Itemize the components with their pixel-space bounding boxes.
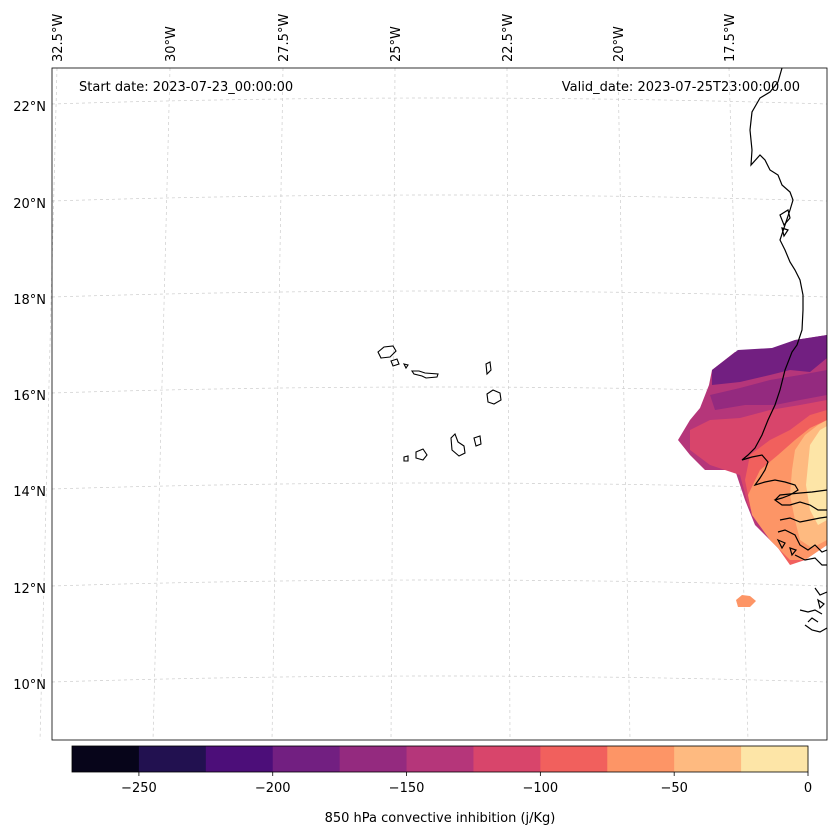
island-santa-luzia xyxy=(402,363,409,370)
longitude-label: 22.5°W xyxy=(501,14,516,62)
cin-region-pale xyxy=(806,426,827,525)
map-background xyxy=(52,68,827,740)
gambia-river xyxy=(774,489,828,501)
colorbar-cells xyxy=(72,746,809,772)
gridlines xyxy=(39,67,828,741)
colorbar-tick-label: −50 xyxy=(660,781,687,796)
latitude-label: 14°N xyxy=(13,485,46,500)
guinea-coast xyxy=(799,587,828,633)
latitude-label: 22°N xyxy=(13,100,46,115)
longitude-label: 30°W xyxy=(164,26,179,62)
colorbar-cell xyxy=(741,746,809,772)
parallel-line xyxy=(51,97,828,105)
colorbar-tick-label: −100 xyxy=(523,781,559,796)
latitude-label: 20°N xyxy=(13,197,46,212)
africa-coastline xyxy=(741,67,827,511)
longitude-label: 27.5°W xyxy=(277,14,292,62)
meridian-line xyxy=(506,67,511,741)
colorbar-cell xyxy=(72,746,140,772)
cin-region-deep-purple xyxy=(710,370,827,410)
annotations: Start date: 2023-07-23_00:00:00 Valid_da… xyxy=(79,80,800,95)
colorbar-cell xyxy=(473,746,541,772)
map-area: Start date: 2023-07-23_00:00:00 Valid_da… xyxy=(39,67,828,741)
colorbar-tick-label: −150 xyxy=(389,781,425,796)
island-brava xyxy=(403,455,409,462)
colorbar-tick-label: −250 xyxy=(121,781,157,796)
colorbar-cell xyxy=(674,746,742,772)
colorbar-label: 850 hPa convective inhibition (j/Kg) xyxy=(325,811,556,826)
colorbar-tick-label: 0 xyxy=(804,781,812,796)
latitude-labels: 22°N 20°N 18°N 16°N 14°N 12°N 10°N xyxy=(13,100,46,693)
cin-region-purple xyxy=(712,335,827,385)
latitude-label: 16°N xyxy=(13,389,46,404)
island-santiago xyxy=(450,433,466,457)
guinea-bissau-coast xyxy=(777,516,828,566)
latitude-label: 12°N xyxy=(13,582,46,597)
island-santo-antao xyxy=(377,345,397,359)
colorbar-tick-label: −200 xyxy=(255,781,291,796)
parallel-line xyxy=(51,194,828,202)
island-maio xyxy=(473,435,482,447)
colorbar: −250 −200 −150 −100 −50 0 850 hPa convective … xyxy=(71,745,812,826)
colorbar-cell xyxy=(607,746,675,772)
parallel-line xyxy=(51,579,828,587)
colorbar-cell xyxy=(272,746,341,772)
meridian-line xyxy=(390,67,396,741)
cin-field xyxy=(678,335,827,607)
meridian-line xyxy=(617,67,631,741)
longitude-labels: 32.5°W 30°W 27.5°W 25°W 22.5°W 20°W 17.5°W xyxy=(51,14,738,62)
longitude-label: 17.5°W xyxy=(723,14,738,62)
parallel-line xyxy=(51,482,828,490)
longitude-label: 20°W xyxy=(612,26,627,62)
cin-region-small-patch xyxy=(736,595,756,607)
latitude-label: 18°N xyxy=(13,293,46,308)
colorbar-cell xyxy=(540,746,608,772)
island-sal xyxy=(485,361,492,376)
colorbar-cell xyxy=(138,746,207,772)
parallel-line xyxy=(51,290,828,298)
meridian-line xyxy=(271,67,284,741)
valid-date-label: Valid_date: 2023-07-25T23:00:00.00 xyxy=(562,80,800,95)
island-sao-nicolau xyxy=(410,370,439,379)
bijagos-islands xyxy=(776,538,825,610)
colorbar-ticks: −250 −200 −150 −100 −50 0 xyxy=(121,772,812,796)
meridian-line xyxy=(39,67,58,741)
cape-verde-islands xyxy=(377,345,502,462)
coastline xyxy=(741,67,828,633)
coast-inlet-north xyxy=(779,209,791,238)
colorbar-frame xyxy=(71,745,809,773)
colorbar-cell xyxy=(205,746,274,772)
colorbar-cell xyxy=(339,746,408,772)
latitude-label: 10°N xyxy=(13,678,46,693)
start-date-label: Start date: 2023-07-23_00:00:00 xyxy=(79,80,293,95)
longitude-label: 32.5°W xyxy=(51,14,66,62)
island-boa-vista xyxy=(486,389,502,405)
colorbar-cell xyxy=(406,746,474,772)
parallel-line xyxy=(51,675,828,683)
island-sao-vicente xyxy=(390,358,400,367)
meridian-line xyxy=(152,67,171,741)
parallel-line xyxy=(51,386,828,394)
island-fogo xyxy=(415,448,428,461)
longitude-label: 25°W xyxy=(389,26,404,62)
map-frame xyxy=(51,67,828,741)
